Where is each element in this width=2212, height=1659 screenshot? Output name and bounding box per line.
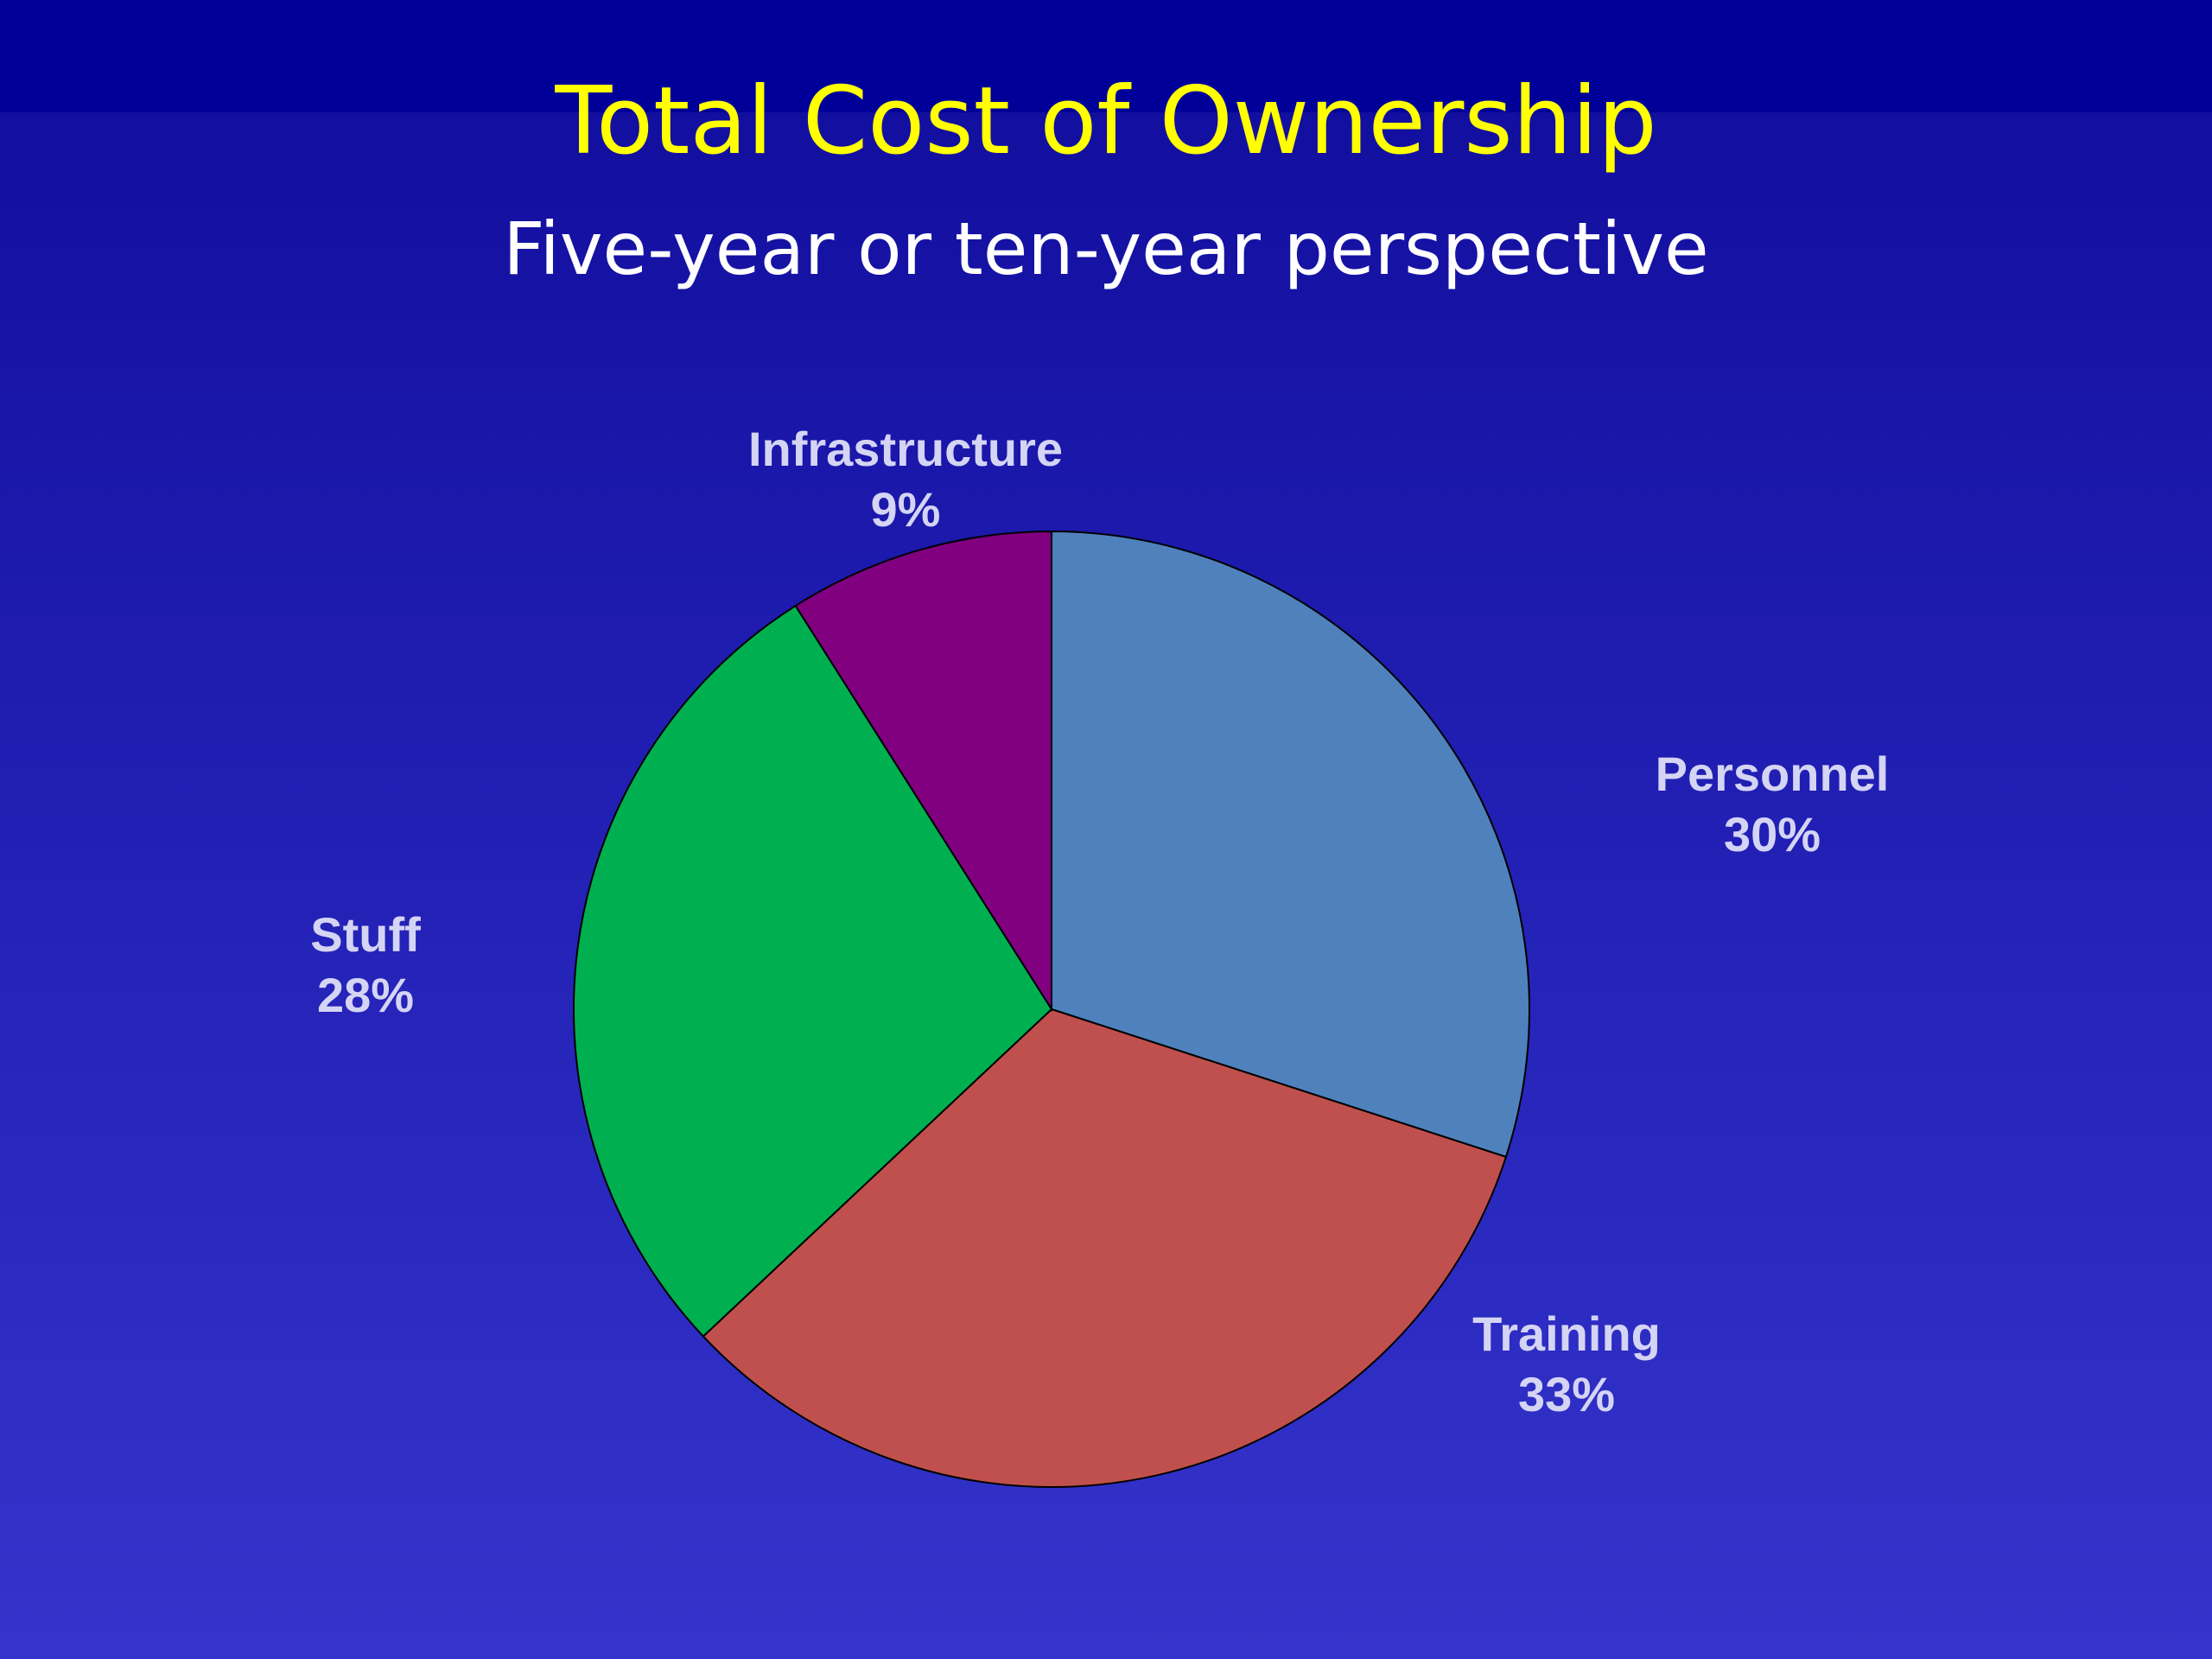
slice-value-label: 9% xyxy=(871,482,941,537)
chart-subtitle: Five-year or ten-year perspective xyxy=(503,207,1708,291)
header-band xyxy=(0,0,2212,112)
slice-value-label: 28% xyxy=(317,968,414,1022)
pie-slice xyxy=(702,1007,1508,1488)
slice-value-label: 33% xyxy=(1518,1367,1615,1421)
pie-slice xyxy=(573,604,1053,1338)
slice-label: Stuff xyxy=(310,907,421,962)
pie-slice xyxy=(794,530,1052,1013)
slice-label: Training xyxy=(1472,1306,1661,1361)
slice-value-label: 30% xyxy=(1724,807,1821,861)
pie-slice xyxy=(1051,530,1530,1159)
chart-title: Total Cost of Ownership xyxy=(554,67,1656,175)
slice-label: Personnel xyxy=(1656,747,1890,801)
slice-label: Infrastructure xyxy=(748,422,1063,476)
